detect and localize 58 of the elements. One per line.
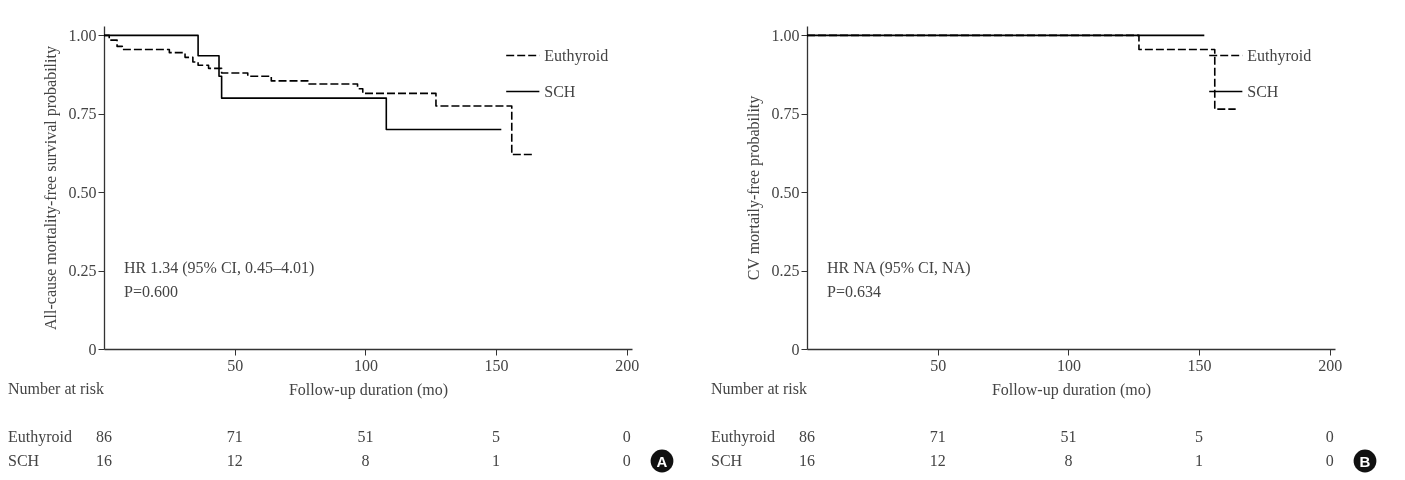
text: 16: [96, 452, 112, 469]
y-axis-title: All-cause mortality-free survival probability: [41, 46, 60, 330]
text: 8: [1064, 452, 1073, 469]
text: Euthyroid: [711, 428, 775, 446]
text: 16: [799, 452, 815, 469]
x-tick-label: 50: [227, 356, 244, 374]
text: Number at risk: [711, 380, 807, 397]
annotation: HR NA (95% CI, NA): [827, 259, 971, 278]
text: 8: [361, 452, 370, 469]
text: 12: [226, 452, 243, 469]
text: 86: [96, 428, 112, 445]
y-tick-label: 0.50: [68, 183, 97, 201]
x-tick-label: 150: [484, 356, 509, 374]
text: Euthyroid: [8, 428, 72, 446]
y-axis-title: CV mortaily-free probability: [744, 95, 763, 281]
text: A: [656, 453, 668, 470]
y-tick-label: 1.00: [771, 26, 800, 44]
text: 1: [492, 452, 501, 469]
y-tick-label: 0.50: [771, 183, 800, 201]
y-tick-label: 0.25: [771, 262, 800, 280]
text: 0: [622, 452, 631, 469]
x-axis-title: Follow-up duration (mo): [991, 380, 1152, 399]
x-axis-title: Follow-up duration (mo): [288, 380, 449, 399]
text: 0: [1325, 452, 1334, 469]
legend-label: SCH: [1247, 82, 1279, 100]
text: B: [1359, 453, 1371, 470]
text: 51: [1060, 428, 1077, 445]
x-tick-label: 200: [1318, 356, 1343, 374]
text: 5: [1195, 428, 1204, 445]
x-tick-label: 100: [353, 356, 378, 374]
x-tick-label: 100: [1056, 356, 1081, 374]
y-tick-label: 0: [791, 340, 800, 358]
y-tick-label: 0.25: [68, 262, 97, 280]
y-tick-label: 0.75: [68, 105, 97, 123]
text: 5: [492, 428, 501, 445]
text: 1: [1195, 452, 1204, 469]
text: 51: [357, 428, 374, 445]
text: 0: [1325, 428, 1334, 445]
y-tick-label: 1.00: [68, 26, 97, 44]
text: SCH: [711, 452, 743, 469]
text: 0: [622, 428, 631, 445]
text: 71: [226, 428, 243, 445]
x-tick-label: 150: [1187, 356, 1212, 374]
y-tick-label: 0: [88, 340, 97, 358]
legend-label: Euthyroid: [1247, 46, 1312, 65]
x-tick-label: 50: [930, 356, 947, 374]
text: 86: [799, 428, 815, 445]
legend-label: Euthyroid: [544, 46, 609, 65]
x-tick-label: 200: [615, 356, 640, 374]
annotation: P=0.600: [124, 283, 178, 301]
text: Number at risk: [8, 380, 104, 397]
annotation: HR 1.34 (95% CI, 0.45–4.01): [124, 259, 315, 278]
legend-label: SCH: [544, 82, 576, 100]
text: SCH: [8, 452, 40, 469]
text: 71: [929, 428, 946, 445]
y-tick-label: 0.75: [771, 105, 800, 123]
annotation: P=0.634: [827, 283, 881, 301]
text: 12: [929, 452, 946, 469]
